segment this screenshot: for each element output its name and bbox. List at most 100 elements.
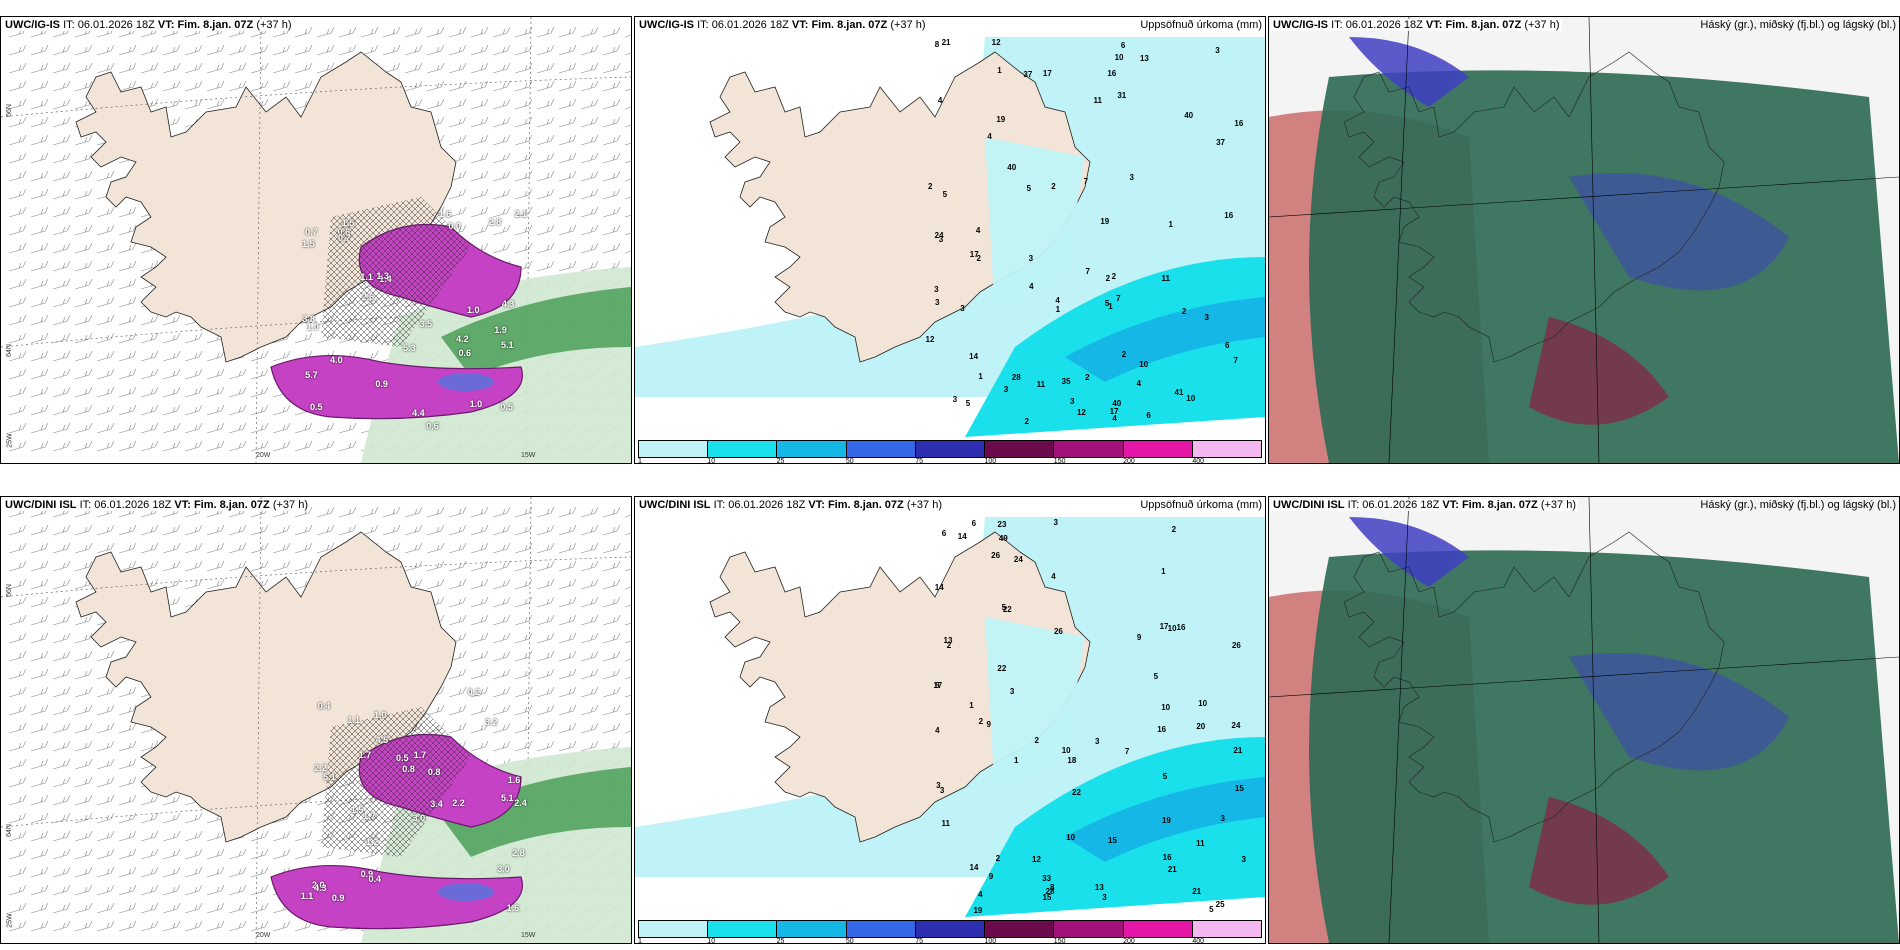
precip-value: 13 bbox=[1139, 54, 1149, 64]
precip-value: 21 bbox=[1192, 887, 1202, 897]
precip-value: 26 bbox=[1053, 626, 1063, 636]
colorbar-label: 1 bbox=[638, 938, 642, 944]
temperature-label: 0.5 bbox=[396, 752, 409, 763]
temperature-label: 0.5 bbox=[500, 402, 513, 413]
precip-value: 1 bbox=[1168, 219, 1173, 229]
precip-value: 3 bbox=[934, 297, 940, 307]
precip-value: 6 bbox=[1224, 340, 1230, 350]
temperature-label: 0.5 bbox=[309, 401, 323, 412]
precip-value: 3 bbox=[1003, 385, 1009, 395]
precip-value: 7 bbox=[1085, 266, 1090, 276]
precip-value: 4 bbox=[987, 132, 992, 142]
colorbar-swatch bbox=[985, 441, 1055, 457]
temperature-label: 4.3 bbox=[501, 298, 515, 309]
temperature-label: 1.6 bbox=[438, 209, 452, 220]
temperature-label: 1.6 bbox=[506, 903, 520, 914]
temperature-label: 4.5 bbox=[375, 735, 389, 745]
precip-value: 9 bbox=[988, 871, 994, 881]
temperature-label: 0.2 bbox=[467, 687, 481, 698]
colorbar-swatch bbox=[1192, 441, 1261, 457]
colorbar-label: 400 bbox=[1192, 458, 1205, 464]
temperature-label: 4.0 bbox=[330, 355, 343, 366]
precip-value: 10 bbox=[1061, 745, 1071, 755]
precip-value: 2 bbox=[1024, 417, 1029, 427]
precip-value: 37 bbox=[1023, 70, 1033, 80]
precip-value: 21 bbox=[941, 38, 951, 48]
temperature-label: 1.1 bbox=[360, 272, 373, 283]
temperature-label: 1.1 bbox=[300, 890, 314, 901]
precip-value: 26 bbox=[991, 551, 1001, 561]
precip-value: 14 bbox=[957, 531, 967, 541]
precip-value: 3 bbox=[938, 235, 944, 245]
temperature-label: 0.8 bbox=[402, 764, 415, 775]
precip-value: 4 bbox=[1029, 281, 1034, 291]
precip-value: 4 bbox=[1055, 295, 1060, 305]
colorbar-label: 1 bbox=[638, 458, 642, 464]
precip-value: 2 bbox=[1034, 736, 1039, 746]
precip-value: 3 bbox=[1095, 736, 1100, 746]
map-panel-top-center: UWC/IG-IS IT: 06.01.2026 18Z VT: Fim. 8.… bbox=[634, 16, 1266, 464]
colorbar-swatch bbox=[1054, 441, 1124, 457]
colorbar-swatch bbox=[985, 921, 1055, 937]
init-time: 06.01.2026 18Z bbox=[1345, 19, 1423, 31]
precip-value: 3 bbox=[1028, 254, 1034, 264]
valid-time: Fim. 8.jan. 07Z bbox=[193, 499, 270, 511]
precip-value: 5 bbox=[965, 398, 971, 408]
lead-time: (+37 h) bbox=[256, 19, 292, 31]
temperature-label: 5.3 bbox=[403, 343, 416, 354]
iceland-outline bbox=[1343, 51, 1725, 363]
precip-value: 12 bbox=[1032, 855, 1041, 865]
precip-value: 35 bbox=[1061, 377, 1071, 387]
colorbar-label: 150 bbox=[1053, 458, 1066, 464]
temperature-label: 1.4 bbox=[379, 273, 392, 284]
precip-value: 5 bbox=[1026, 183, 1032, 193]
precip-value: 5 bbox=[942, 189, 948, 199]
precip-value: 2 bbox=[1105, 273, 1111, 283]
temperature-label: 1.0 bbox=[467, 304, 480, 315]
precip-value: 2 bbox=[1111, 271, 1117, 281]
precip-value: 11 bbox=[1161, 273, 1171, 283]
precip-value: 49 bbox=[998, 534, 1008, 544]
colorbar-swatch bbox=[777, 441, 847, 457]
precip-value: 17 bbox=[1042, 68, 1052, 78]
precip-value: 1 bbox=[997, 65, 1002, 75]
precip-value: 2 bbox=[976, 253, 981, 263]
vt-prefix: VT: bbox=[808, 499, 825, 511]
precip-value: 12 bbox=[925, 334, 935, 344]
temperature-label: 3.4 bbox=[430, 799, 443, 810]
precip-value: 24 bbox=[1231, 721, 1241, 731]
temperature-label: 3.2 bbox=[485, 717, 498, 728]
colorbar-swatch bbox=[846, 441, 916, 457]
colorbar-label: 100 bbox=[984, 938, 997, 944]
temperature-label: 4.3 bbox=[314, 883, 327, 894]
precip-value: 15 bbox=[1234, 783, 1244, 793]
precip-value: 23 bbox=[997, 519, 1007, 529]
colorbar-swatch bbox=[1054, 921, 1124, 937]
colorbar-labels: 1 10 25 50 75 100 150 200 400 bbox=[638, 938, 1262, 944]
lead-time: (+37 h) bbox=[272, 499, 308, 511]
temperature-label: 4.4 bbox=[412, 408, 425, 419]
precip-colorbar: 1 10 25 50 75 100 150 200 400 bbox=[638, 440, 1262, 464]
precip-value: 20 bbox=[1196, 721, 1206, 731]
vt-prefix: VT: bbox=[157, 19, 175, 31]
precip-value: 3 bbox=[960, 304, 965, 314]
temperature-label: 1.7 bbox=[363, 811, 376, 822]
temperature-label: 2.2 bbox=[314, 763, 327, 774]
precip-value: 16 bbox=[1162, 853, 1172, 863]
precip-value: 22 bbox=[997, 663, 1007, 673]
precip-value: 41 bbox=[1174, 387, 1184, 397]
map-canvas bbox=[635, 17, 1265, 463]
field-title: Uppsöfnuð úrkoma (mm) bbox=[1140, 499, 1262, 511]
precip-value: 31 bbox=[1117, 90, 1127, 100]
precip-value: 22 bbox=[1002, 605, 1012, 615]
precip-value: 3 bbox=[1220, 813, 1225, 823]
panel-header: UWC/IG-IS IT: 06.01.2026 18Z VT: Fim. 8.… bbox=[3, 19, 294, 31]
axis-label: 64N bbox=[5, 824, 13, 837]
precip-value: 19 bbox=[973, 905, 983, 915]
colorbar-labels: 1 10 25 50 75 100 150 200 400 bbox=[638, 458, 1262, 464]
temperature-label: 2.4 bbox=[514, 797, 527, 808]
precip-value: 3 bbox=[952, 395, 958, 405]
field-title: Uppsöfnuð úrkoma (mm) bbox=[1140, 19, 1262, 31]
init-time: 06.01.2026 18Z bbox=[77, 19, 155, 31]
map-panel-top-left: UWC/IG-IS IT: 06.01.2026 18Z VT: Fim. 8.… bbox=[0, 16, 632, 464]
